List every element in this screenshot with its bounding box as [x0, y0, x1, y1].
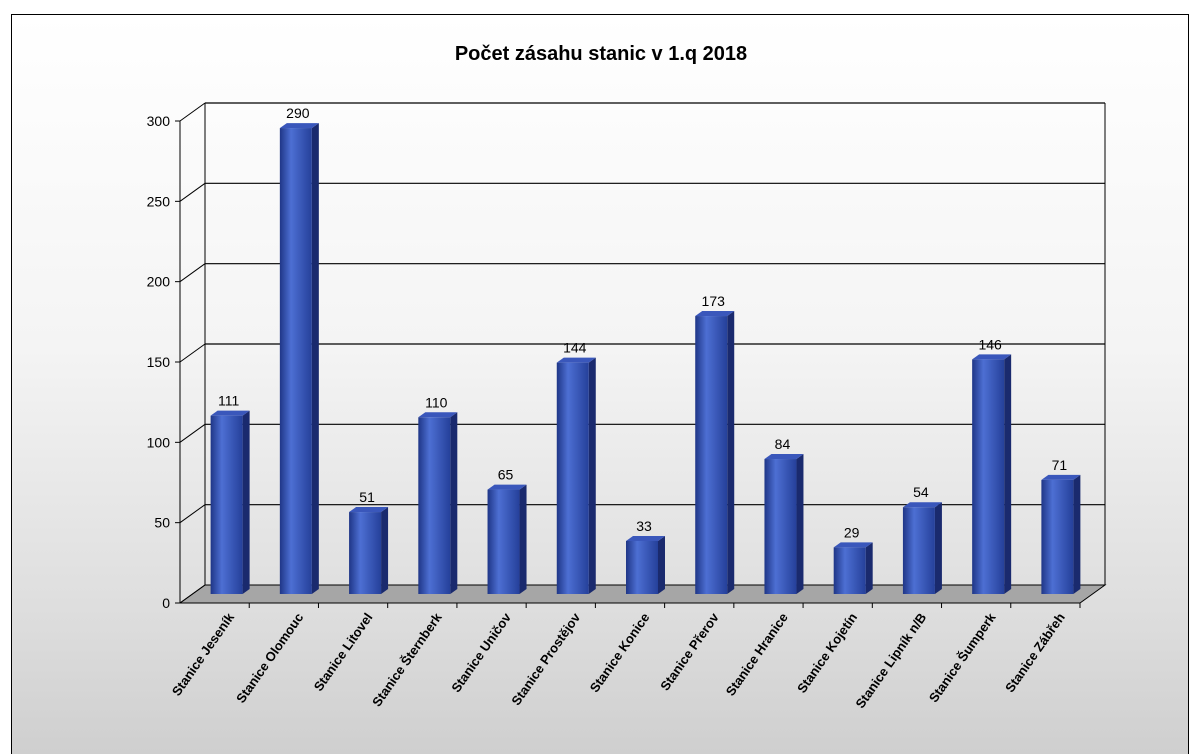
bar	[972, 354, 1012, 594]
x-tick-label: Stanice Hranice	[723, 610, 791, 699]
y-tick-label: 150	[147, 354, 171, 370]
x-tick-label: Stanice Přerov	[657, 609, 722, 693]
depth-connector	[179, 423, 206, 443]
bar-side	[242, 410, 250, 594]
bar	[279, 123, 319, 595]
depth-connector	[179, 343, 206, 363]
bar-front	[902, 507, 935, 594]
bar	[1041, 474, 1081, 594]
bar-front	[349, 512, 382, 594]
value-label: 144	[563, 340, 587, 356]
bar-side	[381, 507, 389, 594]
depth-connector	[179, 182, 206, 202]
bar-top	[210, 410, 250, 416]
bar-top	[349, 507, 389, 513]
bar-top	[626, 535, 665, 541]
value-label: 51	[359, 489, 375, 505]
bar-top	[1041, 474, 1081, 480]
bar-top	[902, 502, 942, 508]
value-label: 65	[498, 467, 514, 483]
depth-connector	[179, 102, 206, 122]
bar-top	[695, 311, 735, 317]
y-tick-label: 100	[147, 434, 171, 450]
bar-side	[796, 454, 804, 594]
bar	[764, 454, 804, 594]
x-tick-label: Stanice Šternberk	[369, 609, 445, 709]
value-labels: 111 290 51 110 65 144 33 173 84 29 54 146 71	[218, 105, 1067, 540]
bar-front	[210, 415, 243, 594]
bar-top	[418, 412, 458, 418]
bar-top	[972, 354, 1012, 360]
value-label: 54	[913, 484, 929, 500]
value-label: 33	[636, 518, 652, 534]
value-label: 146	[978, 336, 1002, 352]
bar-front	[418, 417, 451, 594]
depth-connector	[179, 584, 206, 604]
chart-title: Počet zásahu stanic v 1.q 2018	[455, 43, 747, 65]
bar	[556, 357, 596, 594]
y-tick-label: 50	[154, 515, 170, 531]
bar-side	[311, 123, 319, 595]
value-label: 110	[425, 394, 448, 410]
bar-front	[556, 362, 589, 594]
value-label: 71	[1052, 457, 1068, 473]
x-tick-label: Stanice Konice	[587, 610, 653, 695]
x-tick-label: Stanice Prostějov	[508, 609, 583, 708]
x-tick-label: Stanice Šumperk	[926, 609, 999, 705]
y-tick-label: 250	[147, 193, 171, 209]
value-label: 290	[286, 105, 310, 121]
bar-side	[1004, 354, 1012, 594]
value-label: 29	[844, 524, 860, 540]
bar-top	[279, 123, 319, 129]
bar-chart: Počet zásahu stanic v 1.q 2018 0 50 100 150…	[147, 43, 1107, 711]
bar-side	[519, 484, 527, 594]
value-label: 173	[702, 293, 726, 309]
x-tick-label: Stanice Olomouc	[233, 610, 306, 706]
bar-top	[833, 542, 873, 548]
depth-connector	[179, 263, 206, 283]
bar-side	[727, 311, 735, 594]
y-axis: 0 50 100 150 200 250 300	[147, 113, 1081, 611]
y-tick-label: 300	[147, 113, 171, 129]
bar-front	[764, 459, 797, 594]
bar-top	[556, 357, 596, 363]
bar-front	[487, 489, 520, 594]
bar-side	[450, 412, 458, 594]
chart-frame: Počet zásahu stanic v 1.q 2018 0 50 100 150…	[11, 14, 1189, 754]
bar-front	[833, 547, 866, 594]
bar-front	[626, 540, 658, 594]
bar	[210, 410, 250, 594]
x-tick-label: Stanice Jeseník	[169, 609, 238, 698]
bar-front	[279, 128, 312, 595]
bar-top	[764, 454, 804, 460]
bar-side	[1073, 474, 1081, 594]
bar-front	[1041, 479, 1074, 594]
value-label: 111	[218, 393, 239, 409]
x-tick-label: Stanice Litovel	[311, 610, 376, 694]
x-tick-label: Stanice Uničov	[448, 609, 514, 695]
bar	[695, 311, 735, 594]
bar	[626, 535, 665, 594]
bar-side	[865, 542, 873, 594]
y-tick-label: 0	[162, 595, 170, 611]
bar-side	[658, 535, 665, 594]
bar	[487, 484, 527, 594]
x-tick-label: Stanice Kojetín	[794, 610, 860, 696]
x-tick-label: Stanice Zábřeh	[1002, 610, 1068, 695]
bar-side	[588, 357, 596, 594]
value-label: 84	[775, 436, 791, 452]
bar	[833, 542, 873, 594]
bar	[902, 502, 942, 594]
bar-top	[487, 484, 527, 490]
bar-front	[695, 316, 728, 594]
bar-front	[972, 359, 1005, 594]
x-tick-label: Stanice Lipník n/B	[852, 610, 929, 711]
depth-connector	[179, 504, 206, 524]
bar-side	[934, 502, 942, 594]
bar	[418, 412, 458, 594]
y-tick-label: 200	[147, 274, 171, 290]
bar	[349, 507, 389, 594]
bars	[210, 123, 1081, 595]
